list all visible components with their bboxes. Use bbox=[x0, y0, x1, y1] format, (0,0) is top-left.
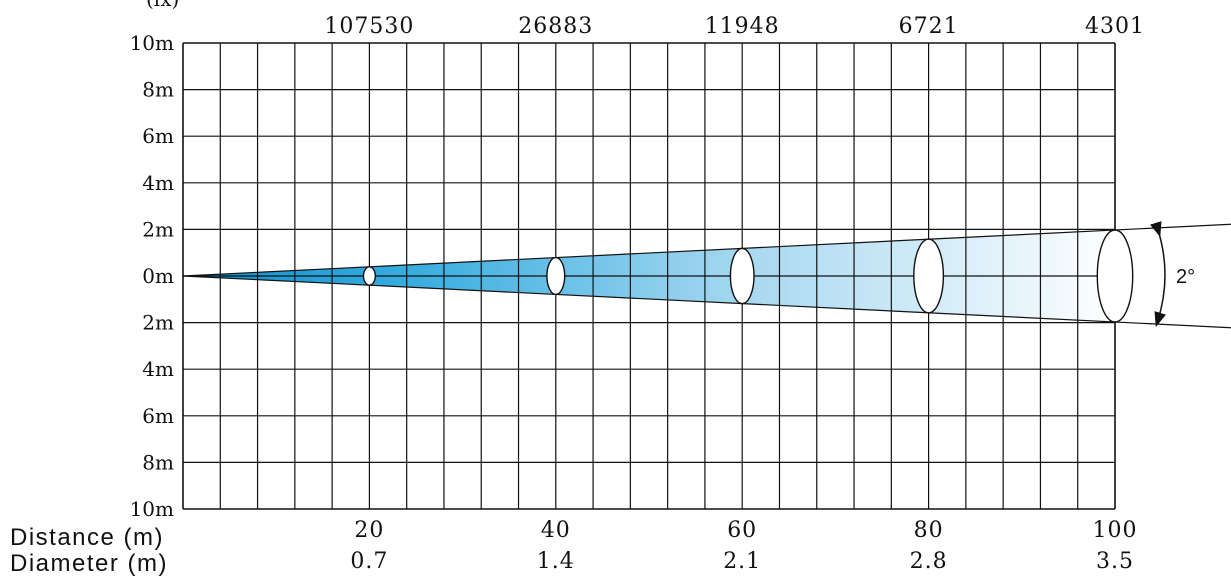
distance-value: 20 bbox=[354, 518, 384, 543]
distance-value: 40 bbox=[541, 518, 571, 543]
distance-value: 80 bbox=[914, 518, 944, 543]
lux-value: 4301 bbox=[1085, 14, 1145, 39]
top-left-partial-label: (lx) bbox=[146, 0, 179, 11]
grid bbox=[182, 42, 1116, 510]
y-tick-label: 4m bbox=[142, 171, 174, 195]
lux-value: 107530 bbox=[324, 14, 414, 39]
cross-section-ellipse bbox=[729, 247, 755, 305]
diameter-value: 1.4 bbox=[537, 549, 575, 574]
beam-edges bbox=[182, 223, 1231, 329]
y-tick-label: 6m bbox=[142, 404, 174, 428]
distance-value: 100 bbox=[1093, 518, 1138, 543]
cross-section-ellipse bbox=[1096, 229, 1134, 323]
diameter-row-label: Diameter (m) bbox=[10, 550, 168, 576]
y-tick-label: 8m bbox=[142, 450, 174, 474]
y-tick-label: 6m bbox=[142, 124, 174, 148]
lux-value: 11948 bbox=[705, 14, 780, 39]
cross-section-ellipse bbox=[913, 238, 945, 314]
diameter-value: 2.1 bbox=[723, 549, 761, 574]
cross-section-ellipse bbox=[362, 266, 377, 286]
y-tick-label: 8m bbox=[142, 78, 174, 102]
distance-value: 60 bbox=[727, 518, 757, 543]
beam-edge-bottom bbox=[182, 275, 1231, 329]
beam-cross-sections bbox=[362, 229, 1134, 323]
y-tick-label: 10m bbox=[130, 497, 174, 521]
distance-row-label: Distance (m) bbox=[10, 524, 164, 551]
y-tick-label: 10m bbox=[130, 31, 174, 55]
beam-angle-indicator: 2° bbox=[1150, 221, 1195, 328]
lux-value: 6721 bbox=[899, 14, 959, 39]
lux-value: 26883 bbox=[518, 14, 593, 39]
diameter-value: 0.7 bbox=[350, 549, 388, 574]
y-tick-label: 0m bbox=[142, 264, 174, 288]
cross-section-ellipse bbox=[546, 256, 566, 296]
diameter-value: 2.8 bbox=[910, 549, 948, 574]
y-tick-label: 2m bbox=[142, 217, 174, 241]
lux-labels: 107530 26883 11948 6721 4301 bbox=[324, 14, 1145, 39]
distance-diameter-values: 20 0.7 40 1.4 60 2.1 80 2.8 100 3.5 bbox=[350, 518, 1138, 574]
y-tick-labels: 10m 8m 6m 4m 2m 0m 2m 4m 6m 8m 10m bbox=[130, 31, 174, 521]
angle-arc bbox=[1150, 221, 1166, 328]
beam-edge-top bbox=[182, 223, 1231, 277]
y-tick-label: 4m bbox=[142, 357, 174, 381]
diameter-value: 3.5 bbox=[1096, 549, 1134, 574]
y-tick-label: 2m bbox=[142, 311, 174, 335]
beam-angle-label: 2° bbox=[1176, 266, 1195, 288]
